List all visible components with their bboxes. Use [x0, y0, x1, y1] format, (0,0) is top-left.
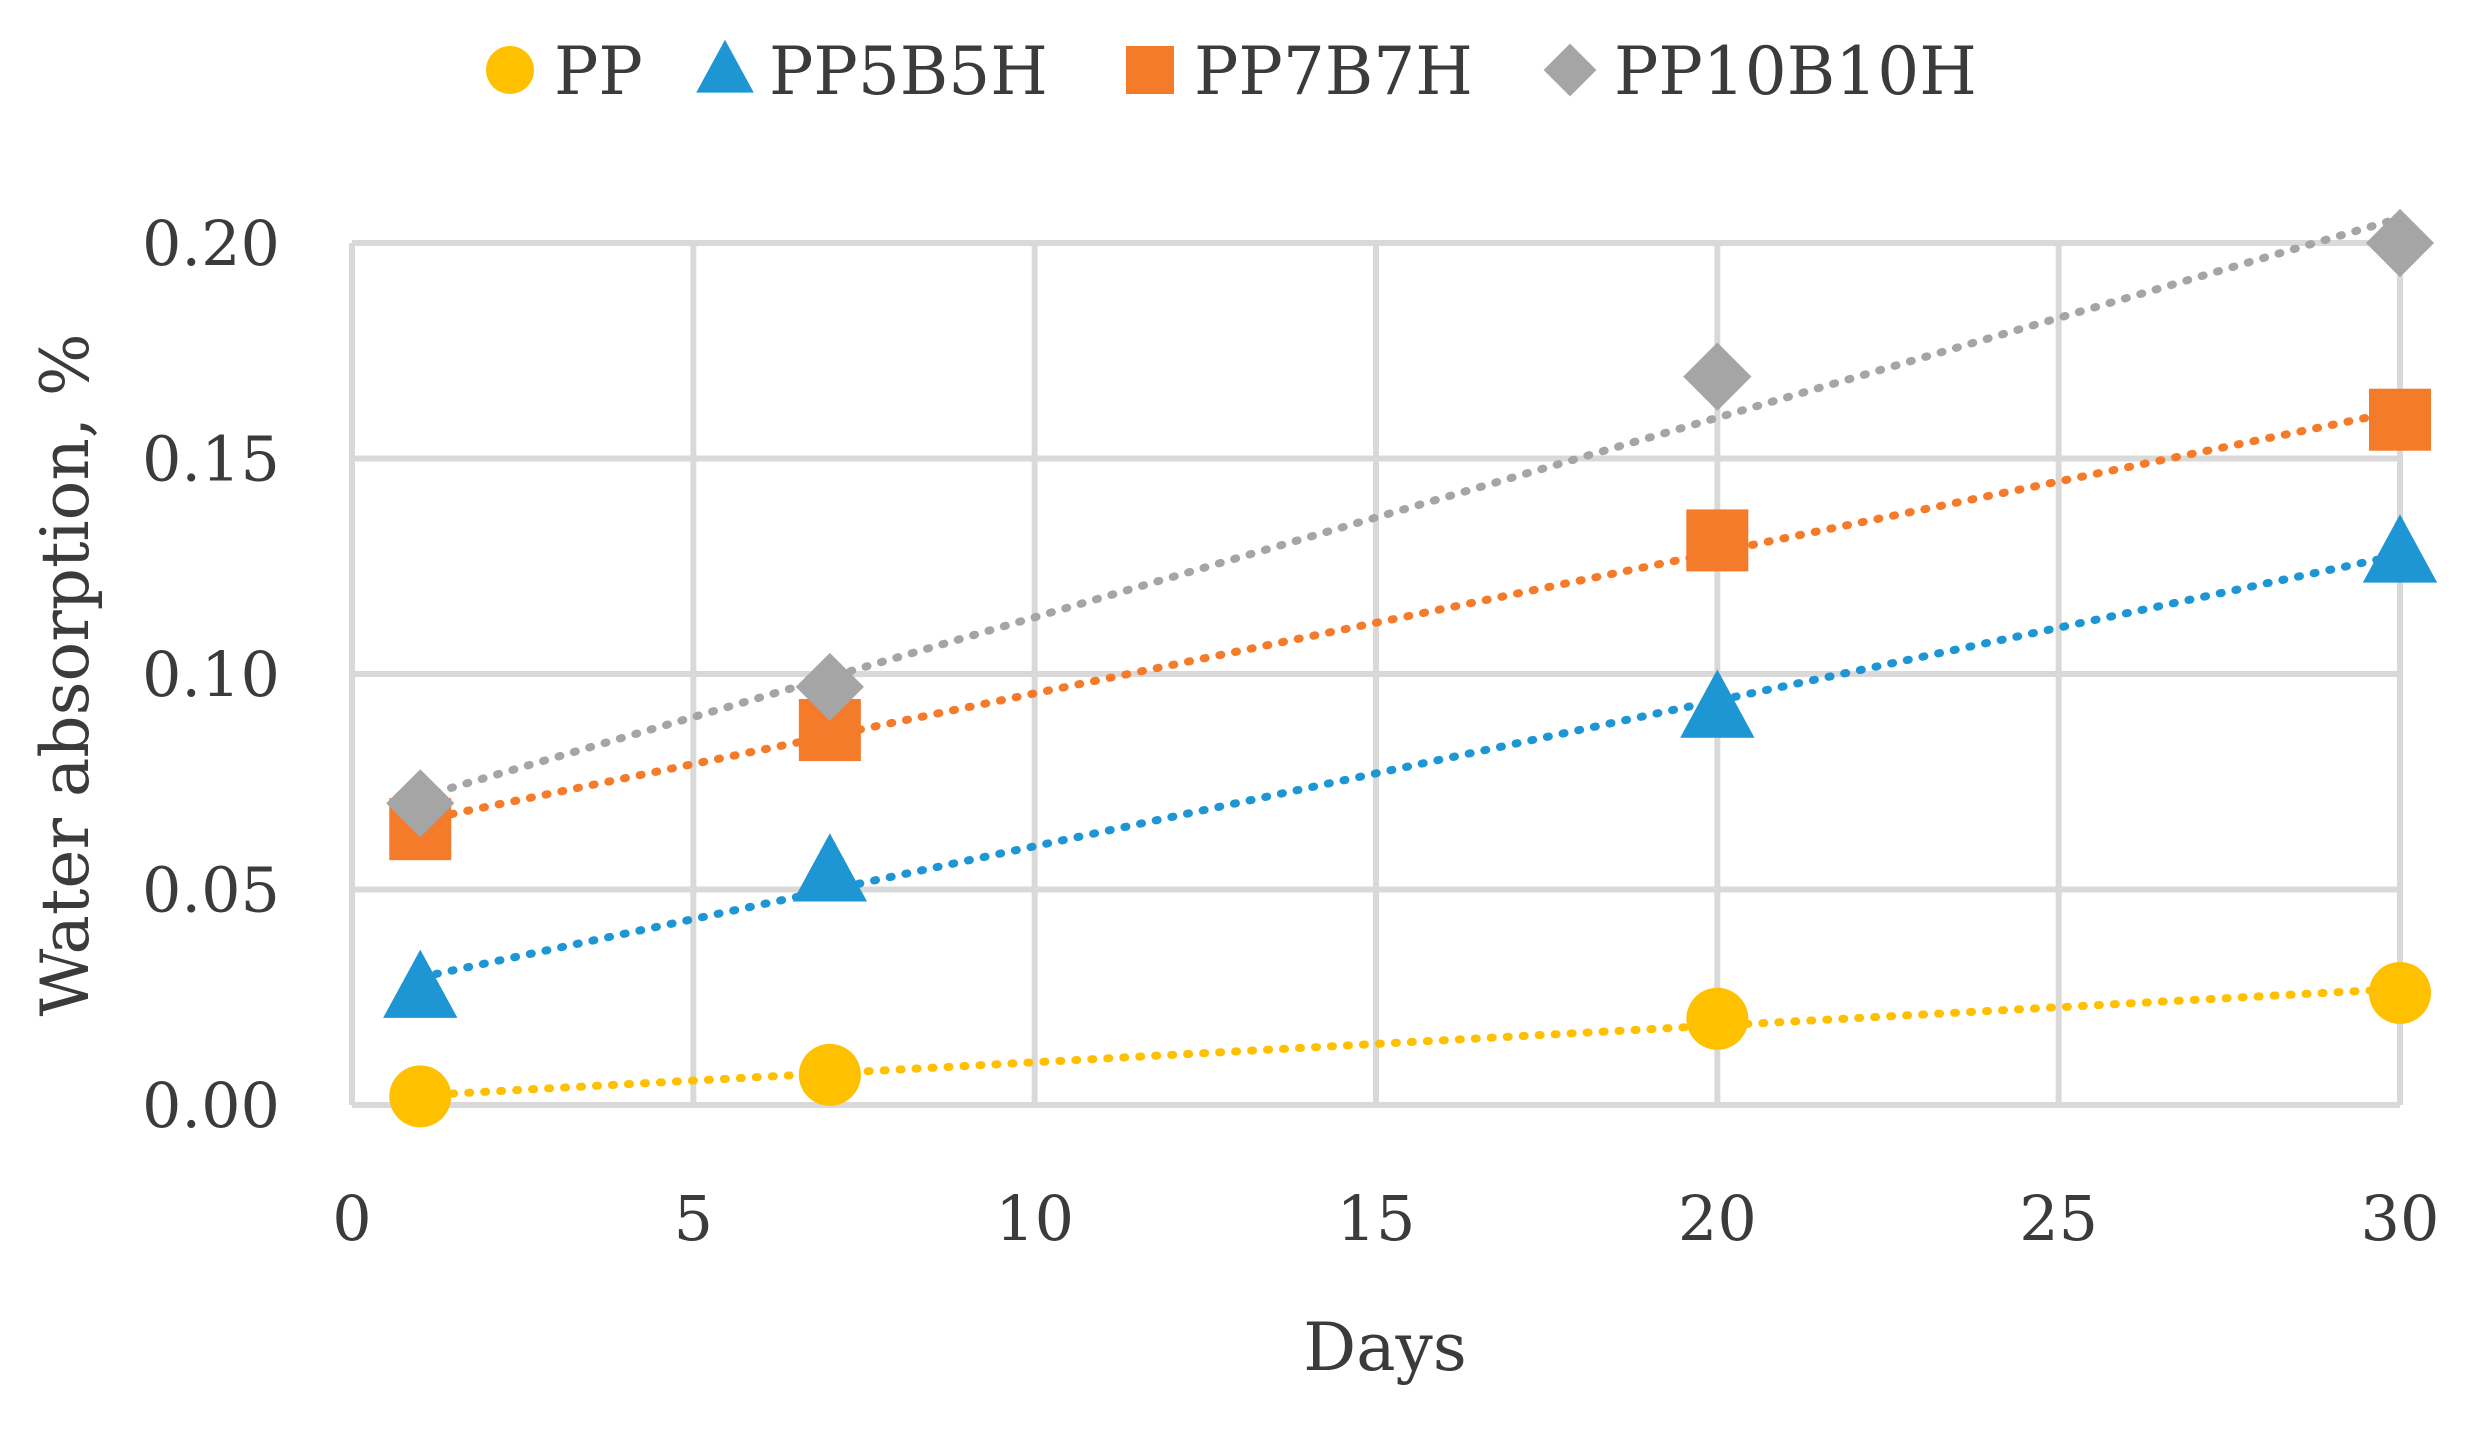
trendline-pp — [416, 984, 2404, 1100]
x-tick-label-10: 10 — [995, 1182, 1074, 1255]
point-pp-day-7 — [798, 1043, 861, 1106]
data-markers — [383, 208, 2438, 1128]
x-tick-label-25: 25 — [2019, 1182, 2098, 1255]
trendline-pp5b5h — [416, 550, 2404, 982]
y-tick-label-0.10: 0.10 — [142, 638, 280, 711]
grid — [349, 240, 2403, 1108]
point-pp-day-30 — [2369, 961, 2431, 1024]
x-tick-label-15: 15 — [1337, 1182, 1416, 1255]
y-tick-label-0.15: 0.15 — [142, 423, 280, 496]
x-axis-title: Days — [1303, 1309, 1466, 1386]
point-pp-day-20 — [1686, 987, 1749, 1050]
legend-label-pp: PP — [554, 33, 643, 110]
legend-marker-pp7b7h — [1126, 46, 1174, 94]
y-axis-title: Water absorption, % — [27, 333, 104, 1016]
trendline-pp10b10h — [416, 214, 2404, 801]
legend: PP PP5B5H PP7B7H PP10B10H — [486, 33, 1977, 110]
point-pp5b5h-day-20 — [1680, 669, 1755, 738]
y-tick-label-0.20: 0.20 — [142, 207, 280, 280]
point-pp5b5h-day-7 — [792, 833, 868, 902]
point-pp7b7h-day-20 — [1686, 509, 1749, 572]
x-tick-label-0: 0 — [332, 1182, 371, 1255]
legend-marker-pp10b10h — [1543, 43, 1597, 97]
legend-marker-pp — [486, 46, 534, 94]
legend-label-pp7b7h: PP7B7H — [1194, 33, 1473, 110]
point-pp10b10h-day-30 — [2365, 208, 2435, 278]
trendline-pp7b7h — [416, 406, 2404, 825]
point-pp7b7h-day-30 — [2369, 388, 2431, 451]
y-tick-label-0.05: 0.05 — [142, 854, 280, 927]
tick-labels: 0 5 10 15 20 25 30 0.00 0.05 0.10 0.15 0.20 — [142, 207, 2440, 1255]
legend-label-pp5b5h: PP5B5H — [769, 33, 1048, 110]
trendlines — [416, 214, 2404, 1100]
point-pp5b5h-day-1 — [383, 949, 458, 1018]
x-tick-label-20: 20 — [1678, 1182, 1757, 1255]
point-pp10b10h-day-20 — [1683, 342, 1752, 411]
point-pp10b10h-day-7 — [795, 652, 864, 722]
point-pp5b5h-day-30 — [2362, 514, 2438, 583]
point-pp10b10h-day-1 — [386, 769, 455, 838]
legend-label-pp10b10h: PP10B10H — [1614, 33, 1977, 110]
point-pp-day-1 — [389, 1065, 452, 1128]
x-tick-label-5: 5 — [674, 1182, 713, 1255]
y-tick-label-0.00: 0.00 — [142, 1069, 280, 1142]
legend-marker-pp5b5h — [696, 39, 754, 93]
x-tick-label-30: 30 — [2361, 1182, 2440, 1255]
